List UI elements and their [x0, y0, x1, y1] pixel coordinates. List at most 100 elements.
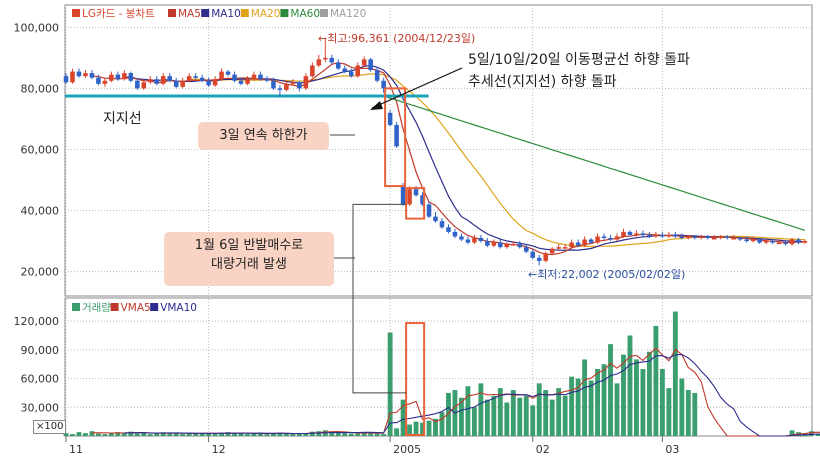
candle-body: [653, 234, 659, 237]
candle-body: [245, 79, 250, 84]
volume-tick-label: 90,000: [21, 344, 60, 357]
volume-bar: [458, 397, 464, 436]
volume-bar: [225, 432, 231, 436]
volume-bar: [251, 433, 257, 436]
volume-bar: [283, 433, 289, 436]
volume-bar: [608, 344, 613, 436]
price-legend-swatch: [168, 9, 176, 17]
candle-body: [374, 70, 380, 81]
candle-body: [608, 237, 613, 240]
volume-surge-note-line1: 1월 6일 반발매수로: [194, 238, 304, 253]
candle-body: [310, 65, 315, 77]
candle-body: [569, 242, 574, 248]
candle-body: [335, 62, 341, 69]
candle-body: [109, 74, 114, 81]
candle-body: [212, 79, 218, 86]
volume-bar: [478, 383, 484, 436]
volume-bar: [309, 431, 315, 436]
candle-body: [478, 237, 484, 242]
price-tick-label: 80,000: [21, 82, 60, 95]
candle-body: [303, 76, 309, 89]
candle-body: [407, 189, 412, 205]
volume-bar: [212, 434, 218, 436]
volume-bar: [238, 433, 244, 436]
candle-body: [673, 234, 678, 237]
candle-body: [316, 59, 322, 66]
candle-body: [115, 74, 121, 80]
volume-panel: [64, 297, 813, 437]
volume-bar: [290, 434, 296, 436]
candle-body: [692, 236, 698, 238]
candle-body: [381, 80, 386, 89]
volume-bar: [206, 433, 212, 436]
candle-body: [446, 227, 451, 232]
volume-bar: [76, 432, 82, 436]
volume-bar: [115, 432, 121, 436]
price-legend-label: MA5: [178, 8, 201, 20]
price-tick-label: 60,000: [21, 143, 60, 156]
low-annotation: ←최저:22,002 (2005/02/02일): [528, 268, 686, 281]
volume-bar: [108, 433, 114, 436]
candle-body: [290, 82, 296, 84]
volume-bar: [569, 376, 575, 436]
volume-bar: [245, 434, 250, 436]
candle-body: [601, 236, 607, 238]
volume-bar: [134, 433, 140, 436]
support-label: 지지선: [103, 111, 142, 127]
volume-bar: [102, 434, 108, 436]
volume-bar: [595, 369, 600, 436]
candle-body: [271, 80, 276, 89]
vma10-line: [124, 353, 820, 437]
volume-bar: [789, 430, 795, 436]
volume-bar: [530, 405, 536, 436]
candle-body: [465, 239, 471, 243]
x-tick-label: 2005: [393, 443, 421, 456]
volume-legend-swatch: [110, 303, 119, 311]
candle-body: [323, 57, 328, 60]
candle-body: [180, 80, 185, 87]
volume-bar: [400, 399, 406, 436]
volume-bar: [303, 433, 309, 436]
x-tick-label: 02: [536, 443, 550, 456]
volume-bar: [426, 420, 432, 436]
candle-body: [76, 71, 82, 77]
volume-bar: [186, 432, 192, 436]
volume-bar: [582, 359, 588, 436]
volume-bar: [199, 433, 205, 436]
volume-bar: [679, 378, 685, 436]
volume-bar: [653, 325, 659, 436]
volume-bar: [63, 433, 69, 436]
rebound-box: [405, 187, 426, 220]
volume-bar: [232, 433, 237, 436]
volume-bar: [562, 395, 568, 436]
volume-bar: [355, 433, 361, 436]
volume-bar: [621, 354, 626, 436]
volume-bar: [95, 433, 101, 436]
volume-bar: [348, 433, 354, 436]
volume-bar: [147, 434, 153, 436]
volume-bar: [510, 390, 516, 436]
volume-bar: [556, 388, 562, 436]
volume-bar: [491, 395, 497, 436]
volume-bar: [627, 335, 633, 436]
volume-bar: [634, 359, 639, 436]
volume-bar: [601, 364, 607, 436]
candle-body: [258, 74, 263, 80]
candle-body: [660, 234, 665, 237]
volume-bar: [316, 431, 322, 436]
candle-body: [718, 236, 723, 238]
price-tick-label: 40,000: [21, 205, 60, 218]
candle-body: [724, 236, 730, 238]
volume-bar: [672, 311, 678, 436]
candle-body: [802, 241, 808, 243]
candle-body: [368, 59, 373, 71]
volume-bar: [575, 378, 581, 436]
volume-bar: [258, 432, 263, 436]
candle-body: [96, 77, 101, 84]
volume-bar: [685, 390, 691, 436]
volume-bar: [646, 351, 652, 436]
candle-body: [277, 88, 283, 90]
volume-bar: [193, 433, 199, 436]
break-arrowhead: [370, 101, 383, 110]
volume-bar: [484, 399, 490, 436]
